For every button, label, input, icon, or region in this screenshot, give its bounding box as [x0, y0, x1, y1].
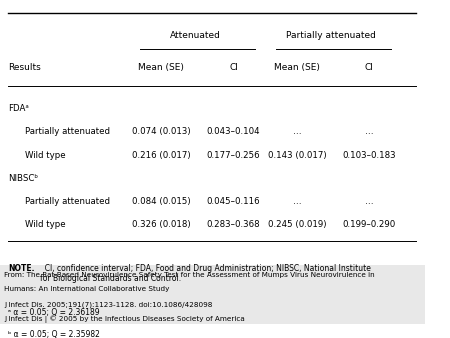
Text: 0.043–0.104: 0.043–0.104: [207, 127, 261, 136]
Text: CI: CI: [229, 64, 238, 72]
Text: NOTE.: NOTE.: [9, 264, 35, 273]
Text: ᵃ α = 0.05; Q = 2.36189: ᵃ α = 0.05; Q = 2.36189: [9, 308, 100, 317]
Text: 0.074 (0.013): 0.074 (0.013): [132, 127, 191, 136]
Text: 0.245 (0.019): 0.245 (0.019): [268, 220, 327, 230]
Text: J Infect Dis | © 2005 by the Infectious Diseases Society of America: J Infect Dis | © 2005 by the Infectious …: [4, 316, 245, 323]
Text: 0.045–0.116: 0.045–0.116: [207, 197, 261, 206]
Text: Partially attenuated: Partially attenuated: [286, 31, 376, 40]
Text: 0.103–0.183: 0.103–0.183: [342, 150, 396, 160]
Text: 0.199–0.290: 0.199–0.290: [343, 220, 396, 230]
Text: 0.283–0.368: 0.283–0.368: [207, 220, 261, 230]
Text: J Infect Dis. 2005;191(7):1123-1128. doi:10.1086/428098: J Infect Dis. 2005;191(7):1123-1128. doi…: [4, 301, 212, 308]
Text: Humans: An International Collaborative Study: Humans: An International Collaborative S…: [4, 287, 170, 292]
Text: ᵇ α = 0.05; Q = 2.35982: ᵇ α = 0.05; Q = 2.35982: [9, 330, 100, 338]
Text: …: …: [293, 197, 302, 206]
Text: …: …: [365, 127, 374, 136]
Text: …: …: [365, 197, 374, 206]
Text: Results: Results: [9, 64, 41, 72]
Text: 0.216 (0.017): 0.216 (0.017): [132, 150, 191, 160]
Text: Wild type: Wild type: [26, 220, 66, 230]
Text: Mean (SE): Mean (SE): [274, 64, 320, 72]
Text: CI, confidence interval; FDA, Food and Drug Administration; NIBSC, National Inst: CI, confidence interval; FDA, Food and D…: [40, 264, 371, 283]
Text: FDAᵃ: FDAᵃ: [9, 104, 29, 113]
Text: 0.143 (0.017): 0.143 (0.017): [268, 150, 327, 160]
FancyBboxPatch shape: [0, 265, 425, 324]
Text: 0.084 (0.015): 0.084 (0.015): [132, 197, 191, 206]
Text: …: …: [293, 127, 302, 136]
Text: From: The Rat-Based Neurovirulence Safety Test for the Assessment of Mumps Virus: From: The Rat-Based Neurovirulence Safet…: [4, 272, 375, 278]
Text: NIBSCᵇ: NIBSCᵇ: [9, 174, 39, 183]
Text: CI: CI: [365, 64, 374, 72]
Text: Partially attenuated: Partially attenuated: [26, 197, 111, 206]
Text: Partially attenuated: Partially attenuated: [26, 127, 111, 136]
Text: 0.326 (0.018): 0.326 (0.018): [132, 220, 191, 230]
Text: Attenuated: Attenuated: [170, 31, 221, 40]
Text: Mean (SE): Mean (SE): [139, 64, 184, 72]
Text: 0.177–0.256: 0.177–0.256: [207, 150, 261, 160]
Text: Wild type: Wild type: [26, 150, 66, 160]
